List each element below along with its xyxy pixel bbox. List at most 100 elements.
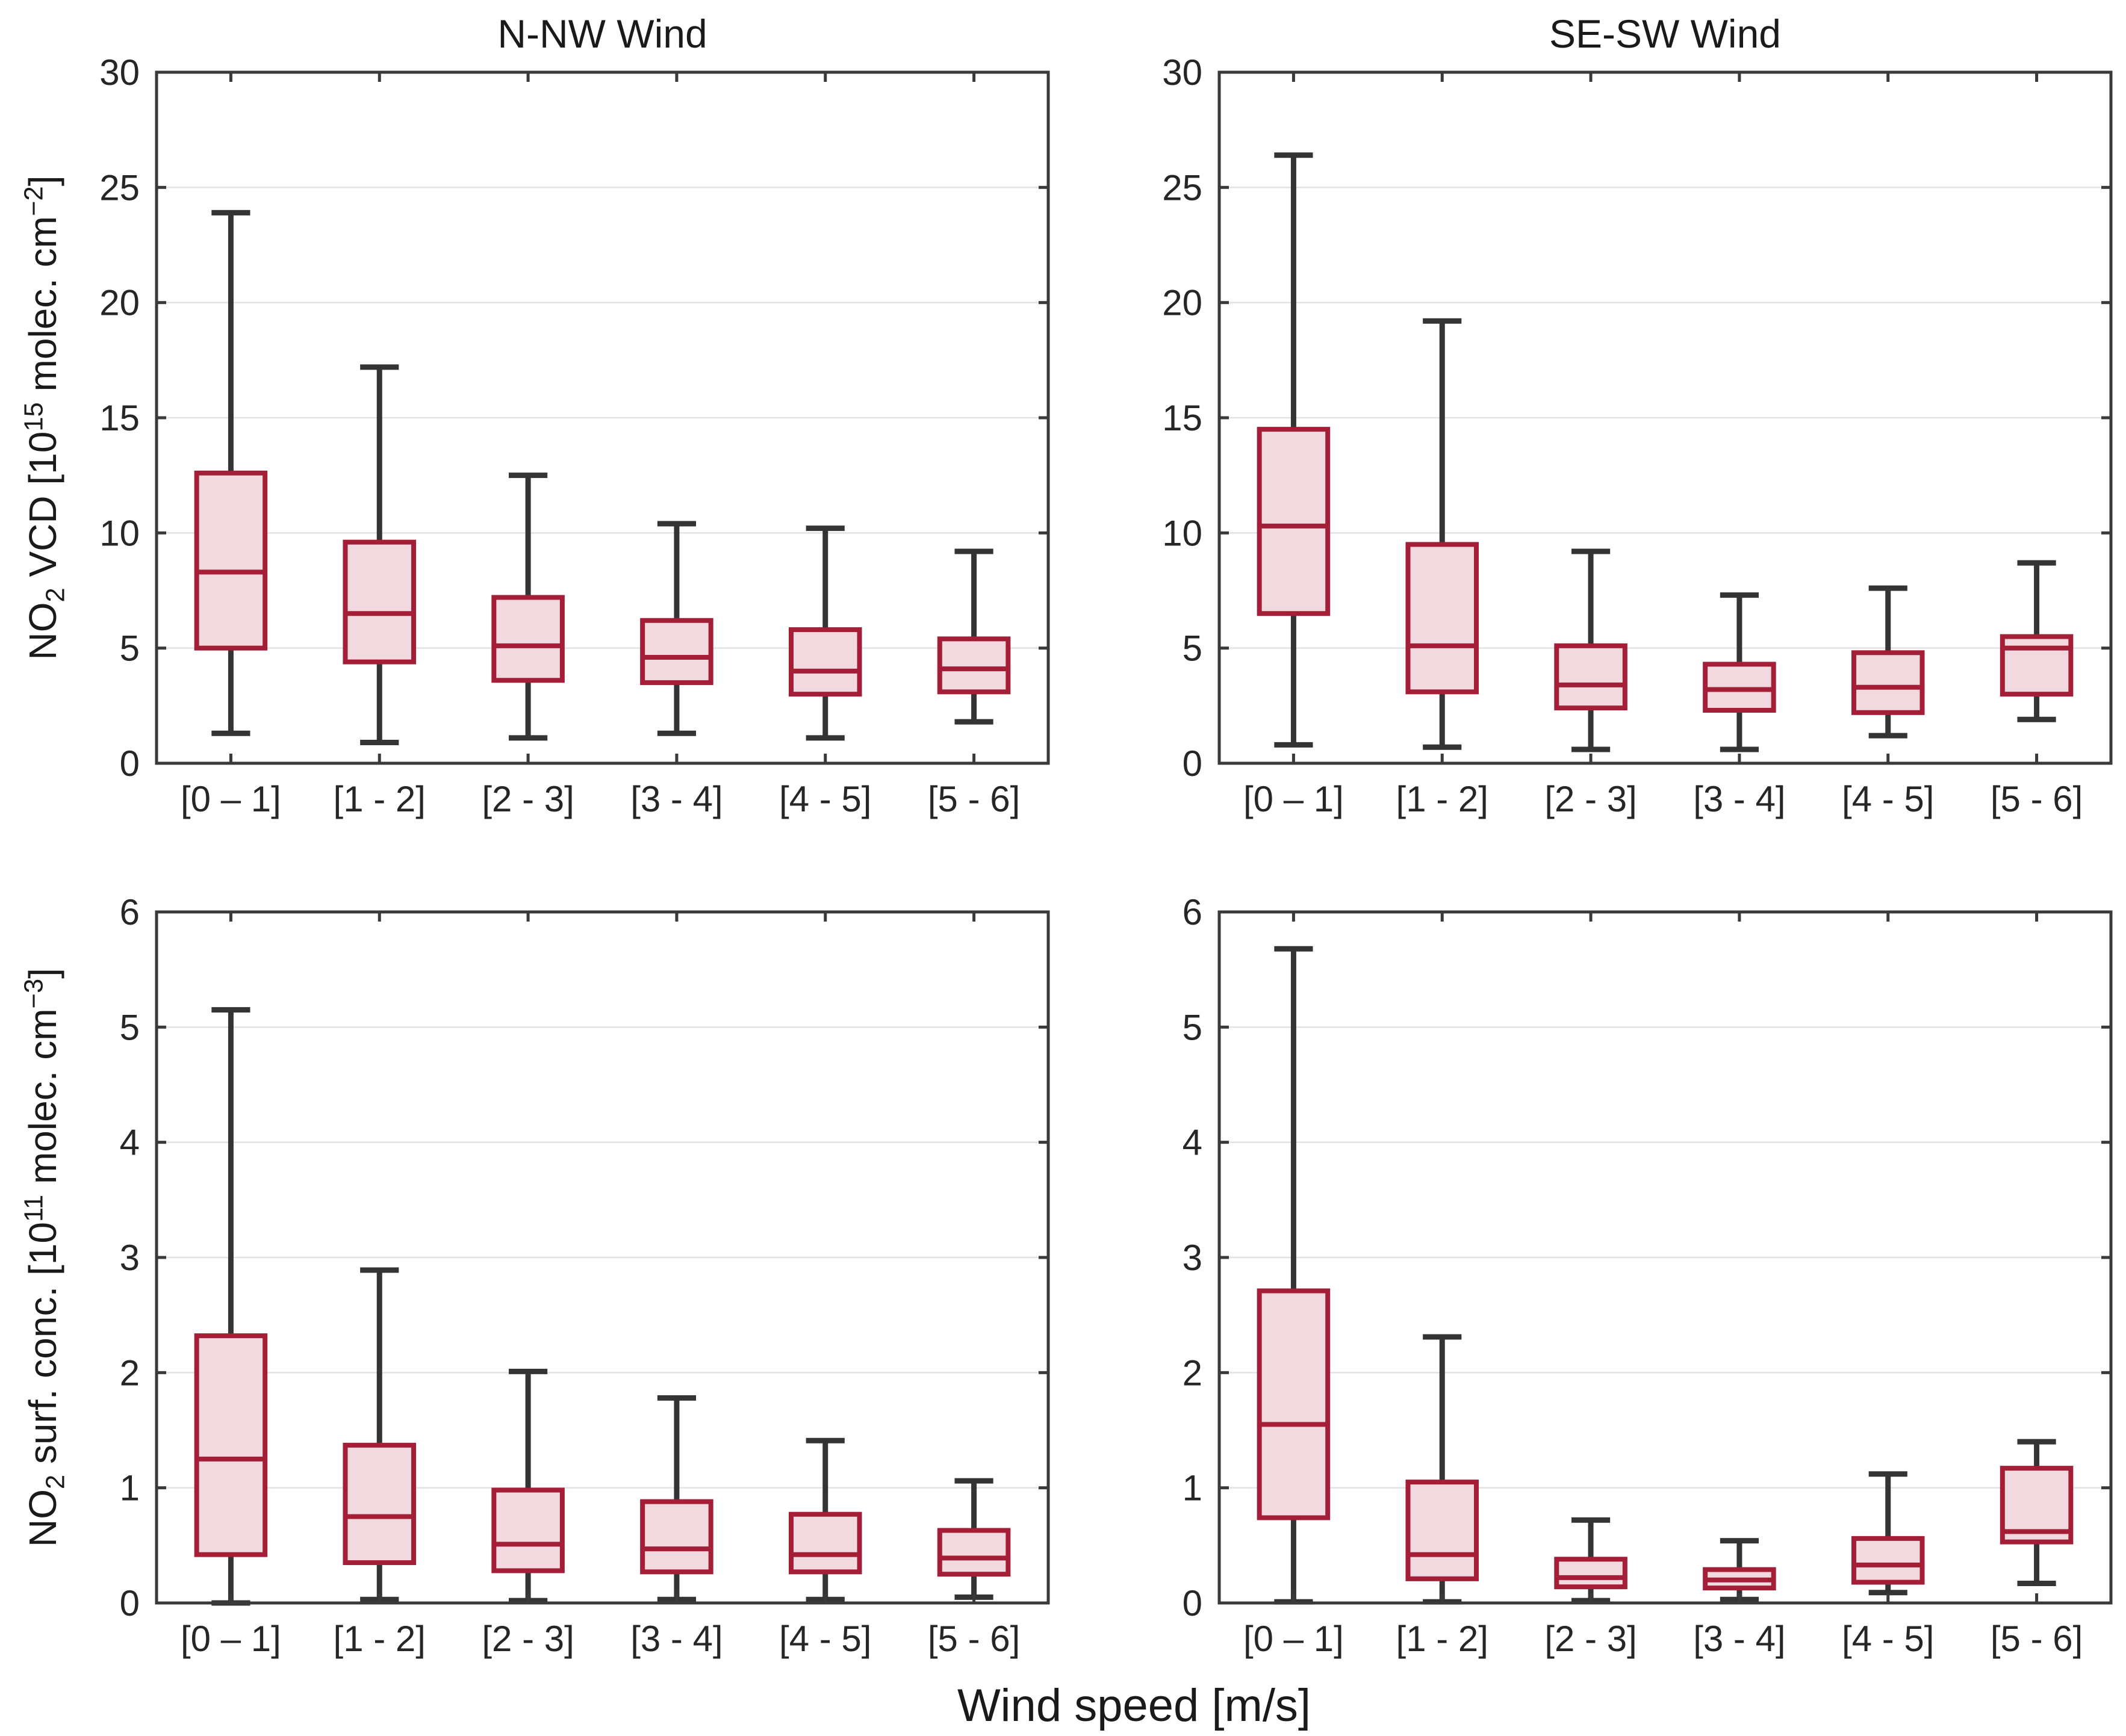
x-tick-label: [1 - 2] — [1396, 1619, 1488, 1659]
boxplot-sesw-vcd: 0 5 10 15 20 25 30 [0 – 1] [1 - 2] [2 - 3] [3 - 4]… — [1162, 52, 2113, 819]
panel-title-nnw: N-NW Wind — [497, 11, 707, 56]
y-tick-label: 1 — [120, 1468, 140, 1508]
x-tick-label: [2 - 3] — [1544, 779, 1636, 819]
panel-top-right: SE-SW Wind 0 5 10 15 20 25 30 [0 – 1] [1 - 2] [2 … — [1063, 0, 2125, 840]
iqr-box — [1851, 1536, 1925, 1585]
y-tick-label: 6 — [1183, 892, 1202, 932]
y-tick-label: 15 — [99, 398, 140, 438]
y-tick-label: 5 — [120, 628, 140, 669]
iqr-box — [194, 1333, 268, 1557]
x-tick-label: [5 - 6] — [928, 1619, 1020, 1659]
x-tick-label: [3 - 4] — [1693, 779, 1785, 819]
iqr-box — [2000, 634, 2074, 697]
y-tick-label: 3 — [120, 1238, 140, 1278]
x-tick-label: [5 - 6] — [1991, 779, 2083, 819]
x-tick-label: [0 – 1] — [181, 779, 281, 819]
y-tick-label: 10 — [99, 513, 140, 553]
axis-frame-and-ticks — [155, 70, 1050, 765]
iqr-box — [1554, 643, 1627, 711]
iqr-box — [194, 470, 268, 651]
y-tick-label: 30 — [99, 52, 140, 93]
y-tick-label: 2 — [120, 1353, 140, 1393]
iqr-box — [788, 1511, 862, 1575]
boxes — [1257, 152, 2074, 752]
boxplot-sesw-surf: 0 1 2 3 4 5 6 [0 – 1] [1 - 2] [2 - 3] [3 - 4] [4 - … — [1183, 892, 2113, 1659]
gridlines — [1219, 187, 2111, 649]
y-tick-label: 15 — [1162, 398, 1202, 438]
x-tick-label: [0 – 1] — [181, 1619, 281, 1659]
iqr-box — [491, 1487, 565, 1573]
panel-title-sesw: SE-SW Wind — [1549, 11, 1782, 56]
y-tick-label: 5 — [120, 1007, 140, 1047]
y-tick-label: 25 — [99, 167, 140, 208]
y-tick-label: 1 — [1183, 1468, 1202, 1508]
boxplot-nnw-surf: 0 1 2 3 4 5 6 [0 – 1] [1 - 2] [2 - 3] [3 - 4] [4 - … — [120, 892, 1050, 1659]
x-tick-label: [3 - 4] — [630, 1619, 723, 1659]
y-tick-label: 2 — [1183, 1353, 1202, 1393]
x-tick-label: [1 - 2] — [334, 779, 426, 819]
gridlines — [157, 1026, 1048, 1489]
y-tick-label: 5 — [1183, 628, 1202, 669]
axis-frame-and-ticks — [1217, 910, 2113, 1605]
x-tick-label: [5 - 6] — [1991, 1619, 2083, 1659]
y-tick-label: 4 — [120, 1123, 140, 1163]
x-tick-label: [4 - 5] — [779, 1619, 871, 1659]
x-tick-label: [3 - 4] — [1693, 1619, 1785, 1659]
x-tick-label: [2 - 3] — [482, 1619, 574, 1659]
iqr-box — [1554, 1557, 1627, 1590]
iqr-box — [343, 539, 417, 665]
gridlines — [1219, 1026, 2111, 1489]
iqr-box — [640, 618, 713, 686]
y-tick-label: 0 — [1183, 1583, 1202, 1623]
tick-labels: 0 5 10 15 20 25 30 [0 – 1] [1 - 2] [2 - 3] [3 - 4]… — [99, 52, 1020, 819]
x-tick-label: [4 - 5] — [1842, 779, 1934, 819]
iqr-box — [937, 1528, 1011, 1577]
iqr-box — [1257, 1288, 1331, 1521]
iqr-box — [937, 636, 1011, 695]
y-tick-label: 5 — [1183, 1007, 1202, 1047]
tick-labels: 0 1 2 3 4 5 6 [0 – 1] [1 - 2] [2 - 3] [3 - 4] [4 - … — [120, 892, 1021, 1659]
y-tick-label: 20 — [99, 283, 140, 323]
y-tick-label: 0 — [1183, 743, 1202, 784]
y-tick-label: 3 — [1183, 1238, 1202, 1278]
tick-labels: 0 5 10 15 20 25 30 [0 – 1] [1 - 2] [2 - 3] [3 - 4]… — [1162, 52, 2083, 819]
gridlines — [157, 187, 1048, 649]
y-tick-label: 0 — [120, 743, 140, 784]
iqr-box — [1851, 650, 1925, 715]
y-tick-label: 4 — [1183, 1123, 1202, 1163]
x-tick-label: [1 - 2] — [334, 1619, 426, 1659]
y-tick-label: 0 — [120, 1583, 140, 1623]
iqr-box — [788, 627, 862, 697]
axis-frame-and-ticks — [1217, 70, 2113, 765]
x-tick-label: [0 – 1] — [1243, 1619, 1344, 1659]
y-tick-label: 30 — [1162, 52, 1202, 93]
y-tick-label: 25 — [1162, 167, 1202, 208]
x-tick-label: [1 - 2] — [1396, 779, 1488, 819]
tick-labels: 0 1 2 3 4 5 6 [0 – 1] [1 - 2] [2 - 3] [3 - 4] [4 - … — [1183, 892, 2083, 1659]
x-tick-label: [5 - 6] — [928, 779, 1020, 819]
boxes — [194, 1007, 1011, 1606]
x-tick-label: [2 - 3] — [482, 779, 574, 819]
boxes — [1257, 946, 2074, 1605]
axis-frame-and-ticks — [155, 910, 1050, 1605]
boxplot-nnw-vcd: 0 5 10 15 20 25 30 [0 – 1] [1 - 2] [2 - 3] [3 - 4]… — [99, 52, 1050, 819]
iqr-box — [640, 1499, 713, 1575]
x-tick-label: [0 – 1] — [1243, 779, 1344, 819]
y-tick-label: 6 — [120, 892, 140, 932]
x-tick-label: [4 - 5] — [1842, 1619, 1934, 1659]
iqr-box — [1257, 427, 1331, 616]
y-tick-label: 20 — [1162, 283, 1202, 323]
y-tick-label: 10 — [1162, 513, 1202, 553]
iqr-box — [491, 595, 565, 683]
panel-bottom-right: 0 1 2 3 4 5 6 [0 – 1] [1 - 2] [2 - 3] [3 - 4] [4 - … — [1063, 840, 2125, 1679]
boxes — [194, 209, 1011, 746]
x-tick-label: [3 - 4] — [630, 779, 723, 819]
iqr-box — [343, 1442, 417, 1566]
x-tick-label: [4 - 5] — [779, 779, 871, 819]
iqr-box — [1405, 1480, 1479, 1581]
